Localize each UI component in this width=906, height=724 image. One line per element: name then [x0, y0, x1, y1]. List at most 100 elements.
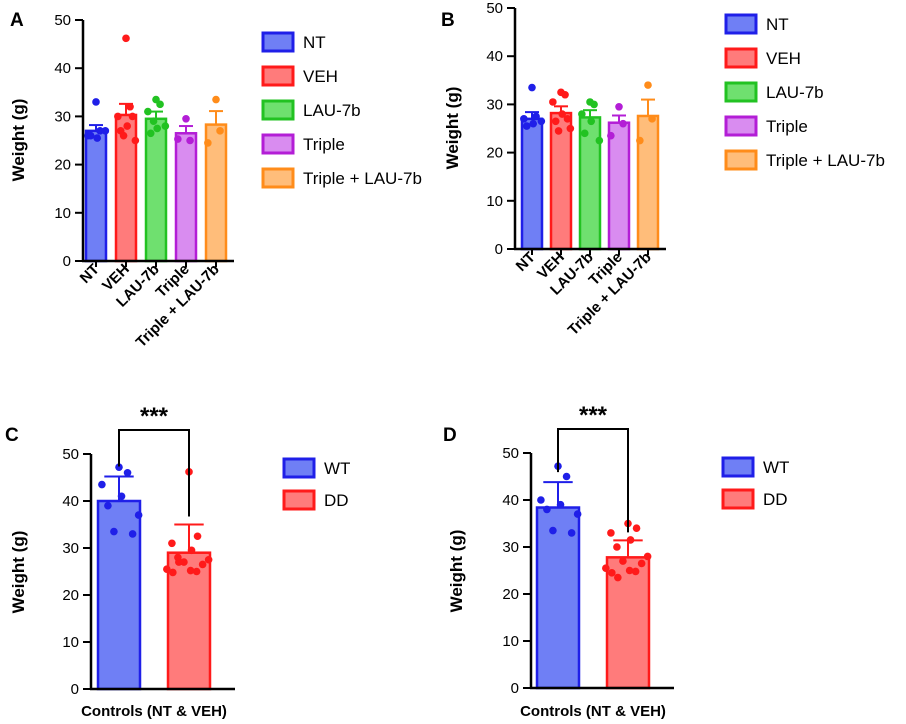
data-point: [174, 135, 182, 143]
panel-c: C Weight (g) 0 10 20 30 40 50 Controls (NT & VEH…: [5, 403, 350, 720]
data-point: [615, 103, 623, 111]
y-tick-label: 40: [54, 60, 71, 77]
data-point: [613, 543, 621, 551]
significance-label: ***: [140, 403, 169, 430]
bar-nt: [520, 117, 544, 251]
data-point: [631, 567, 640, 576]
bar-nt: [84, 129, 108, 263]
y-tick-label: 0: [511, 680, 519, 697]
legend-swatch: [261, 133, 295, 155]
data-point: [625, 566, 634, 575]
legend-label: Triple + LAU-7b: [303, 169, 422, 188]
data-point: [123, 122, 132, 130]
y-tick-label: 10: [54, 205, 71, 222]
data-point: [93, 134, 102, 142]
significance-bracket: [118, 429, 190, 517]
legend-swatch: [724, 115, 758, 137]
y-tick-label: 50: [486, 0, 503, 17]
y-tick-label: 0: [63, 253, 71, 270]
y-tick-label: 50: [502, 445, 519, 462]
data-point: [101, 127, 110, 135]
data-point: [115, 463, 123, 471]
data-point: [566, 124, 575, 133]
legend-label: LAU-7b: [766, 83, 824, 102]
y-tick-label: 40: [502, 492, 519, 509]
data-point: [175, 558, 183, 566]
data-point: [602, 564, 610, 572]
y-tick-label: 30: [62, 540, 79, 557]
bar-triple-lau-7b: [636, 114, 660, 251]
data-point: [187, 546, 196, 555]
data-point: [578, 110, 586, 118]
data-point: [168, 539, 176, 548]
bar-wt: [535, 506, 581, 690]
panel-a: A Weight (g) 0 10 20 30 40 50 NT VEH LAU-7b Triple T…: [9, 10, 422, 351]
legend-label: NT: [303, 33, 326, 52]
data-point: [619, 119, 627, 128]
data-point: [573, 510, 582, 518]
data-point: [556, 500, 565, 509]
legend-label: WT: [324, 459, 350, 478]
data-point: [595, 136, 604, 145]
legend-swatch: [261, 31, 295, 53]
data-point: [554, 127, 563, 135]
y-tick-label: 30: [486, 96, 503, 113]
legend-swatch: [282, 457, 316, 479]
data-point: [561, 90, 569, 99]
legend-label: VEH: [303, 67, 338, 86]
significance-label: ***: [579, 402, 608, 429]
data-point: [198, 560, 207, 569]
data-point: [126, 102, 134, 111]
y-axis-title: Weight (g): [443, 87, 462, 170]
data-point: [134, 511, 143, 519]
data-point: [204, 555, 213, 564]
data-point: [522, 122, 531, 130]
bar-triple: [174, 132, 198, 263]
data-point: [587, 117, 596, 126]
data-point: [551, 117, 560, 126]
data-point: [161, 122, 170, 130]
panel-letter: D: [443, 425, 457, 446]
data-point: [104, 501, 112, 510]
data-point: [636, 136, 644, 145]
bar-dd: [605, 556, 651, 690]
legend-label: DD: [324, 491, 349, 510]
data-point: [614, 573, 622, 582]
y-tick-label: 50: [54, 12, 71, 29]
legend-label: WT: [763, 458, 789, 477]
legend-label: NT: [766, 15, 789, 34]
data-point: [558, 110, 567, 118]
data-point: [131, 136, 140, 145]
legend-label: Triple: [766, 117, 808, 136]
data-point: [114, 112, 122, 121]
legend-swatch: [724, 149, 758, 171]
data-point: [216, 127, 224, 135]
legend-swatch: [261, 167, 295, 189]
data-point: [123, 469, 132, 477]
y-tick-label: 20: [54, 157, 71, 174]
data-point: [182, 115, 190, 123]
data-point: [632, 524, 641, 532]
data-point: [149, 117, 158, 126]
data-point: [537, 496, 545, 504]
data-point: [146, 129, 155, 138]
data-point: [562, 472, 571, 481]
data-point: [96, 127, 104, 135]
legend-label: Triple: [303, 135, 345, 154]
legend-label: VEH: [766, 49, 801, 68]
data-point: [212, 95, 220, 104]
data-point: [119, 131, 128, 140]
y-tick-label: 10: [62, 634, 79, 651]
data-point: [543, 505, 551, 514]
data-point: [92, 98, 100, 106]
x-axis-title: Controls (NT & VEH): [81, 703, 227, 720]
y-tick-label: 0: [71, 681, 79, 698]
legend-swatch: [721, 488, 755, 510]
data-point: [580, 129, 589, 138]
y-tick-label: 40: [486, 48, 503, 65]
panel-letter: B: [441, 10, 455, 31]
significance-bracket: [557, 428, 629, 533]
legend-swatch: [724, 13, 758, 35]
data-point: [643, 552, 652, 561]
